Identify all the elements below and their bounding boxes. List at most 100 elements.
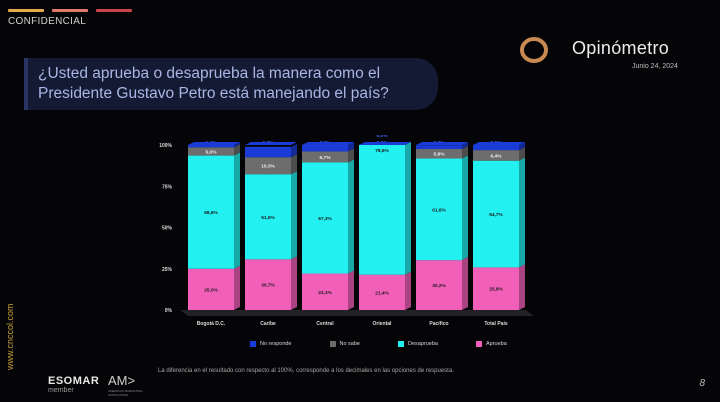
question-accent bbox=[24, 58, 28, 110]
bar-segment-side bbox=[348, 142, 354, 152]
bar-segment bbox=[245, 157, 291, 175]
bar-segment bbox=[188, 145, 234, 148]
question-line-2: Presidente Gustavo Petro está manejando … bbox=[38, 85, 389, 102]
bar-segment bbox=[302, 273, 348, 310]
legend-label: No responde bbox=[260, 341, 292, 347]
esomar-member: member bbox=[48, 387, 74, 394]
data-label: 6,4% bbox=[491, 153, 503, 159]
bar-segment-side bbox=[462, 155, 468, 261]
confidential-label: CONFIDENCIAL bbox=[8, 16, 87, 27]
data-label: 67,3% bbox=[318, 216, 332, 222]
bar-segment bbox=[359, 145, 405, 275]
stacked-bar-chart: 0%25%50%75%100%25,0%68,6%5,0%1,4%Bogotá … bbox=[159, 135, 534, 327]
bar-segment bbox=[188, 268, 234, 310]
bar-top-cap bbox=[359, 142, 411, 145]
accent-bar-1 bbox=[8, 9, 44, 12]
data-label: 25,0% bbox=[204, 287, 218, 293]
bar-segment bbox=[245, 174, 291, 260]
data-label: 0,0% bbox=[377, 135, 389, 139]
bar-segment bbox=[188, 147, 234, 156]
data-label: 21,4% bbox=[375, 290, 389, 296]
legend-item: Aprueba bbox=[475, 341, 507, 347]
bar-top-cap bbox=[416, 142, 468, 145]
category-label: Pacífico bbox=[429, 321, 448, 327]
legend-label: Desaprueba bbox=[408, 341, 438, 347]
category-label: Central bbox=[316, 321, 334, 327]
survey-date: Junio 24, 2024 bbox=[632, 63, 678, 70]
y-tick-label: 0% bbox=[165, 308, 173, 314]
bar-top-cap bbox=[245, 142, 297, 145]
bar-segment bbox=[473, 267, 519, 310]
bar-segment-side bbox=[234, 144, 240, 156]
bar-segment-side bbox=[519, 157, 525, 268]
question-line-1: ¿Usted aprueba o desaprueba la manera co… bbox=[38, 65, 381, 82]
bar-segment bbox=[245, 259, 291, 310]
legend-item: No responde bbox=[250, 341, 292, 347]
bar-segment-side bbox=[462, 142, 468, 149]
bar-segment bbox=[473, 150, 519, 161]
data-label: 22,1% bbox=[318, 290, 332, 296]
legend-label: No sabe bbox=[339, 341, 361, 347]
bar-segment bbox=[302, 151, 348, 163]
bar-segment bbox=[416, 148, 462, 159]
bar-segment-side bbox=[234, 265, 240, 310]
legend-swatch bbox=[250, 341, 256, 347]
legend-label: Aprueba bbox=[485, 341, 507, 347]
bar-segment-side bbox=[291, 143, 297, 158]
question-box: ¿Usted aprueba o desaprueba la manera co… bbox=[24, 58, 438, 110]
y-tick-label: 25% bbox=[162, 267, 173, 273]
amc-logo: AM> bbox=[108, 373, 136, 388]
chart-floor bbox=[180, 310, 534, 316]
bar-segment bbox=[359, 274, 405, 310]
bar-top-cap bbox=[473, 142, 525, 145]
legend-item: No sabe bbox=[329, 341, 361, 347]
data-label: 30,2% bbox=[432, 283, 446, 289]
data-label: 78,6% bbox=[375, 148, 389, 154]
data-label: 25,8% bbox=[489, 287, 503, 293]
bar-segment bbox=[416, 145, 462, 149]
data-label: 6,7% bbox=[320, 155, 332, 161]
legend-swatch bbox=[329, 341, 336, 347]
bar-segment-side bbox=[291, 154, 297, 175]
bar-segment-side bbox=[405, 142, 411, 275]
data-label: 5,8% bbox=[434, 152, 446, 158]
bar-segment-side bbox=[519, 142, 525, 151]
footnote: La diferencia en el resultado con respec… bbox=[158, 368, 454, 374]
category-label: Total País bbox=[484, 321, 507, 327]
page-number: 8 bbox=[699, 378, 705, 389]
legend-swatch bbox=[475, 341, 482, 347]
data-label: 68,6% bbox=[204, 210, 218, 216]
bar-segment bbox=[473, 145, 519, 151]
bar-segment bbox=[473, 160, 519, 268]
bar-segment bbox=[416, 260, 462, 310]
data-label: 64,7% bbox=[489, 212, 503, 218]
category-label: Bogotá D.C. bbox=[197, 321, 226, 327]
bar-segment bbox=[245, 146, 291, 158]
legend-item: Desaprueba bbox=[398, 341, 438, 347]
bar-segment bbox=[416, 158, 462, 261]
bar-segment-side bbox=[519, 264, 525, 310]
bar-top-cap bbox=[188, 142, 240, 145]
y-tick-label: 75% bbox=[162, 184, 173, 190]
bar-segment bbox=[188, 155, 234, 269]
accent-bar-3 bbox=[96, 9, 132, 12]
bar-segment-side bbox=[291, 256, 297, 310]
amc-subtitle: AMERICAN MARKETING ASSOCIATION bbox=[108, 389, 143, 397]
data-label: 5,0% bbox=[206, 149, 218, 155]
data-label: 61,6% bbox=[432, 207, 446, 213]
bar-segment bbox=[302, 145, 348, 152]
website-link[interactable]: www.cnccol.com bbox=[5, 303, 15, 370]
bar-segment-side bbox=[348, 159, 354, 274]
esomar-logo: ESOMAR bbox=[48, 375, 100, 387]
legend-swatch bbox=[398, 341, 404, 347]
bar-top-cap bbox=[302, 142, 354, 145]
brand-name: Opinómetro bbox=[572, 38, 670, 58]
bar-segment-side bbox=[234, 152, 240, 269]
chart-legend: No responde No sabe Desaprueba Aprueba bbox=[250, 341, 507, 347]
accent-bar-2 bbox=[52, 9, 88, 12]
opinometro-logo-icon bbox=[520, 37, 548, 63]
data-label: 10,3% bbox=[261, 164, 275, 170]
bar-segment-side bbox=[348, 148, 354, 163]
bar-segment-side bbox=[348, 270, 354, 310]
y-tick-label: 50% bbox=[162, 226, 173, 232]
